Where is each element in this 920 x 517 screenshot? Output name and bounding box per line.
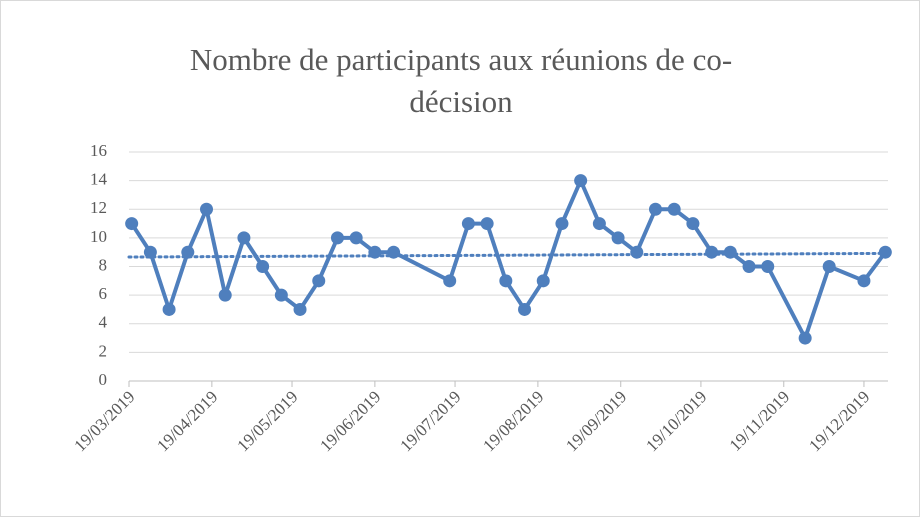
y-tick-label: 12 — [90, 198, 107, 217]
point — [499, 274, 513, 288]
y-tick-label: 16 — [90, 141, 107, 160]
point — [518, 302, 532, 316]
point — [218, 288, 232, 302]
point — [555, 217, 569, 231]
point — [274, 288, 288, 302]
point — [181, 245, 195, 259]
point — [143, 245, 157, 259]
point — [878, 245, 892, 259]
point — [648, 202, 662, 216]
x-tick-label: 19/07/2019 — [396, 387, 464, 455]
x-tick-label: 19/05/2019 — [233, 387, 301, 455]
y-tick-label: 6 — [99, 284, 108, 303]
y-tick-label: 10 — [90, 227, 107, 246]
point — [162, 302, 176, 316]
point — [368, 245, 382, 259]
point — [822, 260, 836, 273]
point — [256, 260, 270, 273]
y-tick-label: 4 — [99, 313, 108, 332]
point — [125, 217, 139, 231]
point — [443, 274, 457, 288]
x-tick-label: 19/09/2019 — [562, 387, 630, 455]
trendline — [127, 251, 890, 259]
point — [686, 217, 700, 231]
point — [200, 202, 214, 216]
y-tick-label: 0 — [99, 370, 108, 389]
point — [387, 245, 401, 259]
x-tick-label: 19/12/2019 — [805, 387, 873, 455]
point — [480, 217, 494, 231]
point — [723, 245, 737, 259]
point — [349, 231, 363, 245]
y-tick-label: 2 — [99, 341, 108, 360]
point — [798, 331, 812, 345]
point — [630, 245, 644, 259]
x-tick-label: 19/10/2019 — [642, 387, 710, 455]
series-line — [129, 178, 887, 341]
point — [742, 260, 756, 273]
point — [611, 231, 625, 245]
point — [667, 202, 681, 216]
point — [761, 260, 775, 273]
point — [461, 217, 475, 231]
x-tick-label: 19/06/2019 — [316, 387, 384, 455]
x-tick-label: 19/08/2019 — [479, 387, 547, 455]
y-tick-label: 8 — [99, 255, 108, 274]
point — [857, 274, 871, 288]
x-tick-label: 19/03/2019 — [70, 387, 138, 455]
chart-title: Nombre de participants aux réunions de c… — [189, 42, 733, 119]
point — [536, 274, 550, 288]
point — [705, 245, 719, 259]
point — [237, 231, 251, 245]
x-tick-label: 19/11/2019 — [726, 387, 794, 455]
point — [574, 174, 588, 188]
point — [293, 302, 307, 316]
point — [312, 274, 326, 288]
point — [592, 217, 606, 231]
x-tick-label: 19/04/2019 — [153, 387, 221, 455]
point — [330, 231, 344, 245]
y-tick-label: 14 — [90, 170, 108, 189]
